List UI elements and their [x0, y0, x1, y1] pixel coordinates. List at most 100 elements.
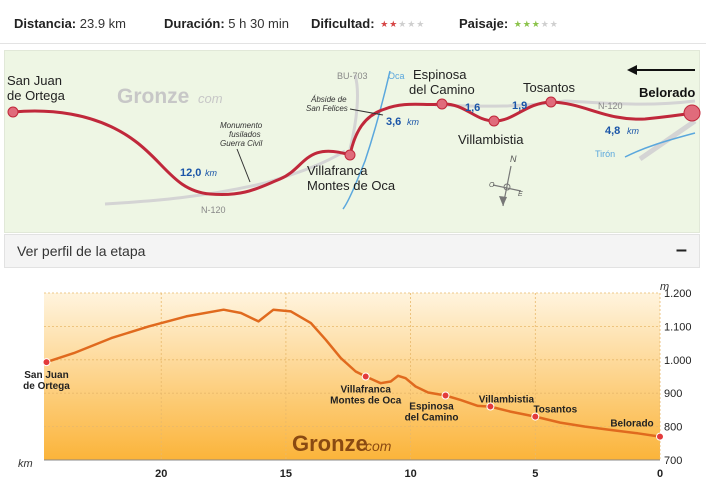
x-tick-label: 10: [404, 468, 416, 480]
distance-label: Distancia:: [14, 16, 77, 31]
waypoint-label: Belorado: [610, 419, 653, 430]
road-n120-west: [104, 149, 346, 206]
marker-belorado[interactable]: [683, 104, 701, 122]
distance-1-value: 12,0: [180, 167, 201, 179]
chart-brand: Gronze: [292, 431, 368, 456]
waypoint-label: Villafranca: [341, 385, 392, 396]
label-abside-2: San Felices: [306, 104, 348, 113]
star-empty-icon: ★: [407, 19, 417, 29]
stage-stats-bar: Distancia: 23.9 km Duración: 5 h 30 min …: [0, 0, 706, 44]
map-brand: Gronze: [117, 85, 189, 108]
marker-tosantos[interactable]: [545, 96, 557, 108]
river-oca: [342, 70, 391, 210]
compass-e: E: [518, 191, 523, 198]
label-road-bu703: BU-703: [337, 71, 368, 81]
x-tick-label: 5: [532, 468, 538, 480]
elevation-line: [46, 308, 661, 438]
waypoint-marker: [486, 402, 495, 411]
landscape-rating-stars: ★★★★★: [514, 19, 559, 30]
distance-5-value: 4,8: [605, 125, 620, 137]
label-espinosa-1: Espinosa: [413, 67, 467, 82]
compass-n: N: [510, 154, 517, 164]
x-axis-label: km: [18, 458, 33, 470]
duration-label: Duración:: [164, 16, 225, 31]
x-tick-label: 20: [155, 468, 167, 480]
star-empty-icon: ★: [540, 19, 550, 29]
distance-2-unit: km: [407, 117, 420, 127]
waypoint-marker: [531, 412, 540, 421]
star-filled-icon: ★: [513, 19, 523, 29]
waypoint-label: de Ortega: [23, 381, 70, 392]
label-villambistia: Villambistia: [458, 132, 524, 147]
collapse-toggle-button[interactable]: –: [675, 239, 687, 261]
direction-arrow-icon: [627, 65, 637, 75]
star-filled-icon: ★: [389, 19, 399, 29]
waypoint-label: Tosantos: [533, 405, 577, 416]
x-tick-label: 15: [280, 468, 292, 480]
distance-5-unit: km: [627, 126, 640, 136]
waypoint-label: Espinosa: [409, 402, 454, 413]
difficulty-rating-stars: ★★★★★: [380, 19, 425, 30]
x-tick-label: 0: [657, 468, 663, 480]
label-monument-2: fusilados: [229, 130, 261, 139]
elevation-profile: Gronze com 1.200 1.100 1.000 900 800 700 20 15 1…: [4, 270, 700, 502]
marker-san-juan[interactable]: [7, 106, 19, 118]
marker-espinosa[interactable]: [436, 98, 448, 110]
label-san-juan-1: San Juan: [7, 73, 62, 88]
label-tosantos: Tosantos: [523, 80, 576, 95]
waypoint-label: San Juan: [24, 370, 68, 381]
monument-pointer: [236, 148, 251, 183]
star-empty-icon: ★: [398, 19, 408, 29]
waypoint-label: Villambistia: [479, 395, 535, 406]
chart-brand-suffix: com: [365, 438, 392, 454]
distance-4-value: 1,9: [512, 100, 527, 112]
road-bu703: [348, 74, 359, 150]
distance-2-value: 3,6: [386, 116, 401, 128]
y-tick-label: 800: [664, 422, 682, 434]
map-canvas: Gronze com San Juan de Ortega Villafranc…: [7, 65, 701, 215]
y-tick-label: 1.000: [664, 355, 692, 367]
stage-map[interactable]: Gronze com San Juan de Ortega Villafranc…: [4, 50, 701, 233]
map-brand-suffix: com: [198, 91, 223, 106]
star-filled-icon: ★: [531, 19, 541, 29]
label-san-juan-2: de Ortega: [7, 88, 66, 103]
duration-stat: Duración: 5 h 30 min: [164, 16, 289, 31]
y-axis-label: m: [660, 281, 669, 293]
waypoint-marker: [656, 432, 664, 441]
label-river-tiron: Tirón: [595, 149, 615, 159]
compass-icon: N O E: [489, 154, 523, 207]
y-tick-label: 700: [664, 455, 682, 467]
difficulty-label: Dificultad:: [311, 16, 375, 31]
chart-plot-area: [44, 293, 660, 460]
label-espinosa-2: del Camino: [409, 82, 475, 97]
marker-villambistia[interactable]: [488, 115, 500, 127]
profile-panel-header[interactable]: Ver perfil de la etapa –: [4, 234, 700, 268]
star-filled-icon: ★: [380, 19, 390, 29]
road-n120-east: [434, 99, 696, 108]
distance-1-unit: km: [205, 168, 218, 178]
abside-pointer: [349, 108, 384, 116]
profile-panel-title: Ver perfil de la etapa: [17, 243, 146, 259]
label-belorado: Belorado: [639, 85, 695, 100]
label-villafranca-2: Montes de Oca: [307, 178, 396, 193]
landscape-label: Paisaje:: [459, 16, 509, 31]
compass-o: O: [489, 182, 495, 189]
star-filled-icon: ★: [522, 19, 532, 29]
label-villafranca-1: Villafranca: [307, 163, 368, 178]
marker-villafranca[interactable]: [344, 149, 356, 161]
landscape-stat: Paisaje: ★★★★★: [459, 16, 559, 31]
waypoint-label: del Camino: [405, 413, 459, 424]
waypoint-label: Montes de Oca: [330, 396, 402, 407]
label-monument-1: Monumento: [220, 121, 263, 130]
waypoint-marker: [441, 391, 450, 400]
y-tick-label: 1.100: [664, 321, 692, 333]
distance-stat: Distancia: 23.9 km: [14, 16, 126, 31]
route-path: [12, 100, 694, 197]
star-empty-icon: ★: [549, 19, 559, 29]
label-abside-1: Ábside de: [310, 95, 347, 104]
label-monument-3: Guerra Civil: [220, 139, 262, 148]
waypoint-marker: [42, 358, 51, 367]
river-tiron: [624, 132, 696, 158]
